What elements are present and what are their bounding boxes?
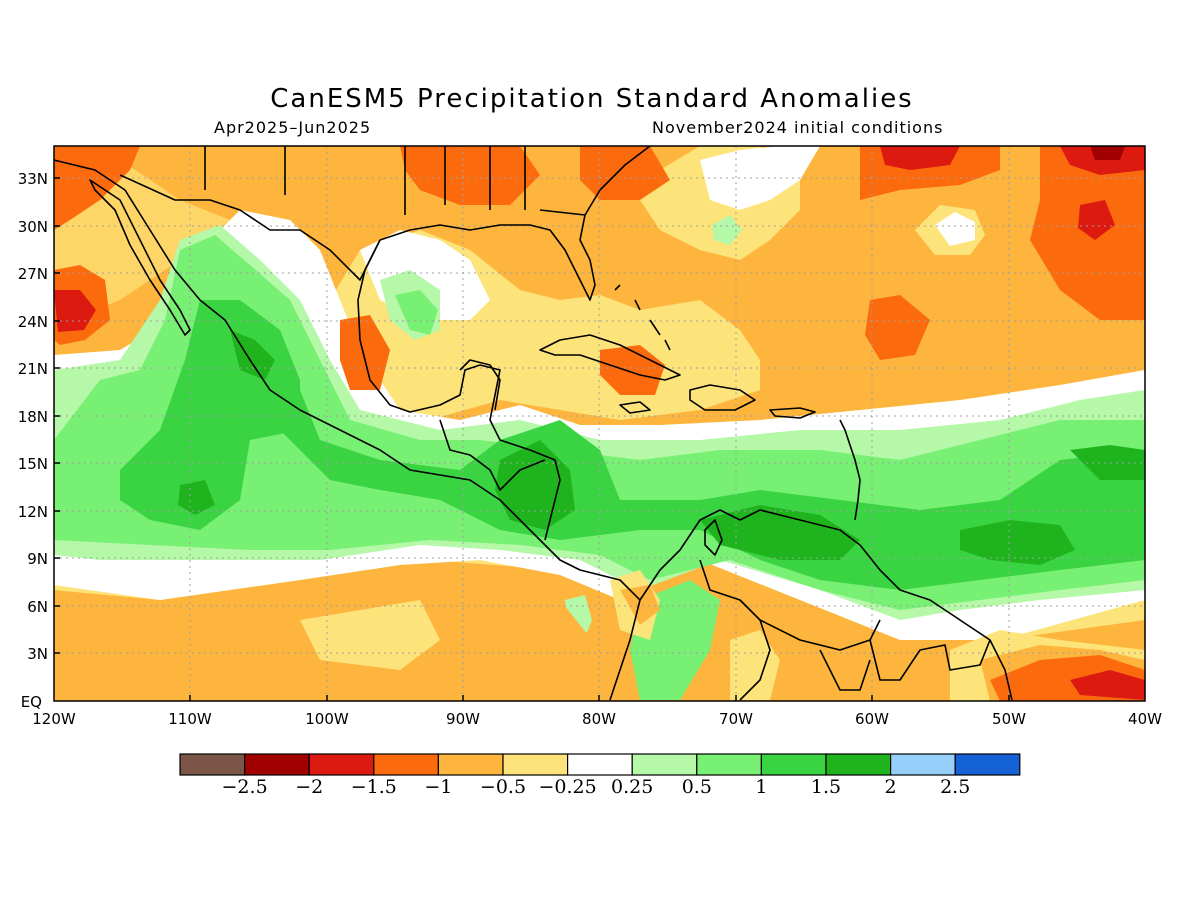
colorbar-label: −0.5 — [480, 776, 526, 798]
lon-label: 100W — [305, 710, 349, 728]
lon-label: 40W — [1128, 710, 1162, 728]
longitude-labels: 120W 110W 100W 90W 80W 70W 60W 50W 40W — [32, 710, 1162, 728]
lon-label: 50W — [992, 710, 1026, 728]
lon-label: 80W — [582, 710, 616, 728]
colorbar-swatch — [760, 753, 827, 776]
colorbar-swatch — [954, 753, 1021, 776]
lat-label: 3N — [27, 645, 48, 663]
coastlines — [54, 146, 1013, 701]
colorbar-swatch — [437, 753, 504, 776]
tick-marks — [54, 177, 1010, 701]
lat-label: 21N — [18, 360, 48, 378]
lon-label: 110W — [168, 710, 212, 728]
lon-label: 90W — [446, 710, 480, 728]
lon-label: 60W — [855, 710, 889, 728]
colorbar-swatch — [373, 753, 439, 776]
lat-label: 15N — [18, 455, 48, 473]
colorbar-swatch — [825, 753, 892, 776]
lat-label: 24N — [18, 313, 48, 331]
colorbar-swatch — [179, 753, 246, 776]
colorbar-swatch — [308, 753, 375, 776]
colorbar-swatch — [889, 753, 956, 776]
colorbar-label: −1 — [424, 776, 452, 798]
colorbar-label: −2.5 — [222, 776, 268, 798]
colorbar-swatch — [631, 753, 698, 776]
colorbar-swatch — [696, 753, 762, 776]
lon-label: 120W — [32, 710, 76, 728]
colorbar-label: −0.25 — [538, 776, 596, 798]
colorbar-label: −2 — [295, 776, 323, 798]
colorbar-label: −1.5 — [351, 776, 397, 798]
lat-label: 6N — [27, 598, 48, 616]
forecast-period: Apr2025–Jun2025 — [214, 118, 372, 137]
initial-conditions: November2024 initial conditions — [652, 118, 944, 137]
colorbar-label: 1 — [755, 776, 767, 798]
colorbar-label: 0.5 — [682, 776, 712, 798]
lon-label: 70W — [719, 710, 753, 728]
anomaly-field — [54, 146, 1145, 701]
lat-label: 12N — [18, 503, 48, 521]
lat-label: 33N — [18, 170, 48, 188]
colorbar-label: 2 — [885, 776, 897, 798]
map-title: CanESM5 Precipitation Standard Anomalies — [270, 84, 914, 114]
lat-label: 9N — [27, 550, 48, 568]
colorbar-swatch — [244, 753, 310, 776]
colorbar-swatch — [502, 753, 569, 776]
colorbar-swatch — [566, 753, 633, 776]
colorbar — [179, 753, 1021, 776]
lat-label: 27N — [18, 265, 48, 283]
lat-label: 18N — [18, 408, 48, 426]
lat-label: EQ — [21, 693, 42, 711]
latitude-labels: 33N 30N 27N 24N 21N 18N 15N 12N 9N 6N 3N… — [18, 170, 48, 711]
colorbar-label: 0.25 — [611, 776, 653, 798]
lat-label: 30N — [18, 218, 48, 236]
colorbar-label: 1.5 — [811, 776, 841, 798]
colorbar-labels: −2.5 −2 −1.5 −1 −0.5 −0.25 0.25 0.5 1 1.5 2 2.5 — [222, 776, 971, 798]
colorbar-label: 2.5 — [940, 776, 970, 798]
